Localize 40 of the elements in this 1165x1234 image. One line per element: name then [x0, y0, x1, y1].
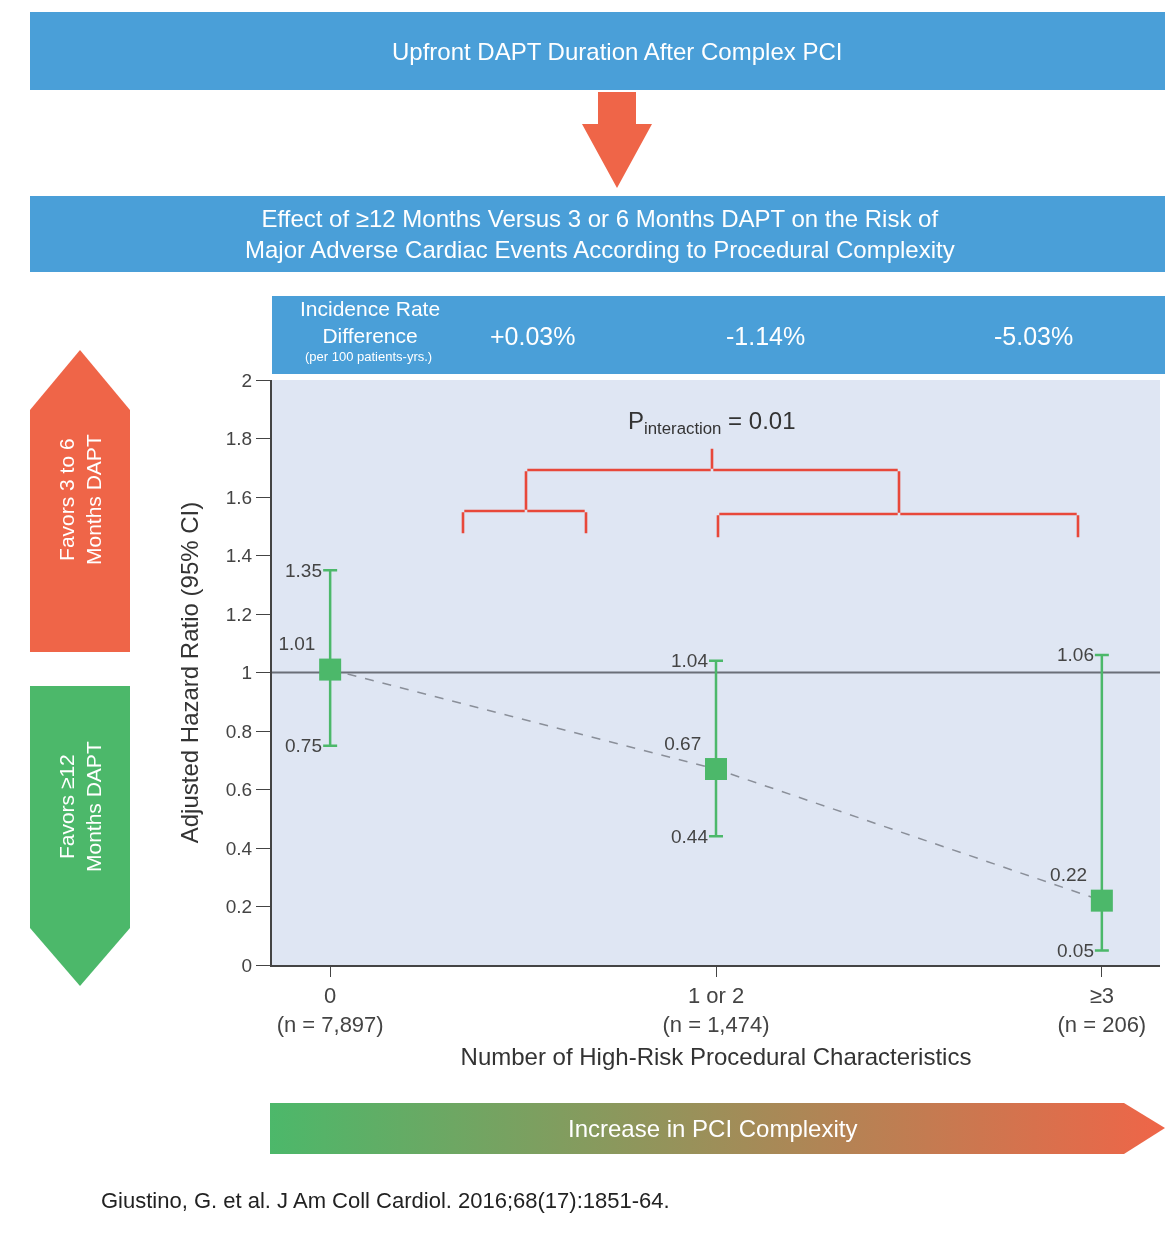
- annotation: 1.06: [1057, 644, 1094, 665]
- y-tick-label: 0.4: [225, 837, 253, 859]
- point: [1090, 889, 1113, 912]
- y-tick-label: 0.8: [225, 720, 253, 742]
- annotation: 0.75: [285, 735, 322, 756]
- point: [319, 658, 342, 681]
- y-axis-title: Adjusted Hazard Ratio (95% CI): [176, 501, 204, 844]
- text: -1.14%: [726, 322, 806, 350]
- x-axis-title: Number of High-Risk Procedural Characteristics: [460, 1042, 972, 1070]
- text: -5.03%: [994, 322, 1074, 350]
- text: Giustino, G. et al. J Am Coll Cardiol. 2016;68(17):1851-64.: [101, 1188, 670, 1213]
- chart-subtitle: Effect of ≥12 Months Versus 3 or 6 Months DAPT on the Risk of Major Adverse Cardiac Events According to Procedural Complexity: [245, 205, 955, 264]
- x-tick-label: 0 (n = 7,897): [276, 983, 384, 1037]
- x-tick-label: ≥3 (n = 206): [1057, 983, 1147, 1037]
- data-label: 0.22: [1050, 864, 1088, 886]
- annotation: 0.44: [671, 826, 709, 847]
- annotation: 0.05: [1057, 940, 1094, 961]
- y-tick-label: 0.6: [225, 779, 253, 801]
- annotation: 1.35: [285, 560, 322, 581]
- y-tick-label: 1.4: [225, 545, 253, 567]
- annotation: P$_{interaction}$ = 0.01: [628, 407, 796, 439]
- chart-title: Upfront DAPT Duration After Complex PCI: [392, 38, 843, 65]
- y-tick-label: 1: [241, 662, 253, 684]
- text: Increase in PCI Complexity: [568, 1115, 858, 1142]
- annotation: 1.04: [671, 650, 709, 671]
- text: (per 100 patients-yrs.): [305, 349, 433, 364]
- data-label: 0.67: [664, 732, 702, 754]
- y-tick-label: 0: [241, 954, 253, 976]
- y-tick-label: 1.8: [225, 428, 253, 450]
- text: Favors 3 to 6 Months DAPT: [55, 434, 106, 565]
- y-tick-label: 1.2: [225, 603, 253, 625]
- text: +0.03%: [490, 322, 576, 350]
- y-tick-label: 2: [241, 369, 253, 391]
- data-label: 1.01: [278, 633, 316, 655]
- y-tick-label: 1.6: [225, 486, 253, 508]
- text: Incidence Rate Difference: [300, 297, 441, 348]
- text: Favors ≥12 Months DAPT: [55, 741, 106, 872]
- y-tick-label: 0.2: [225, 896, 253, 918]
- x-tick-label: 1 or 2 (n = 1,474): [662, 983, 770, 1037]
- point: [705, 758, 727, 781]
